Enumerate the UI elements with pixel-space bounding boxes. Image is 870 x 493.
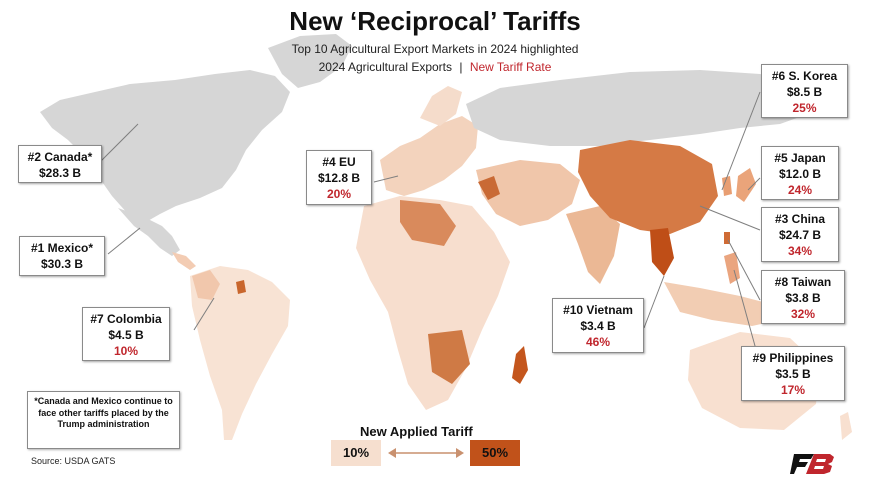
region-madagascar: [512, 346, 528, 384]
callout-exports: $3.4 B: [580, 319, 616, 333]
callout-rank: #7 Colombia: [90, 312, 162, 326]
callout-rate: 25%: [792, 101, 817, 115]
source-text: Source: USDA GATS: [31, 456, 116, 466]
callout-rate: 32%: [790, 307, 816, 321]
legend-high-swatch: 50%: [470, 440, 520, 466]
callout-exports: $3.8 B: [785, 291, 821, 305]
region-india: [566, 206, 620, 284]
region-china: [578, 140, 718, 234]
fb-logo-icon: [790, 454, 834, 474]
region-europe: [380, 116, 478, 196]
region-philippines: [724, 252, 740, 284]
subtitle-line-2: 2024 Agricultural Exports | New Tariff R…: [0, 60, 870, 74]
callout-rate: 10%: [113, 344, 139, 358]
callout-rate: 46%: [585, 335, 611, 349]
region-libya-algeria: [400, 200, 456, 246]
callout-rank: #5 Japan: [774, 151, 826, 165]
callout-china: #3 China $24.7 B 34%: [761, 207, 839, 262]
double-arrow-icon: [388, 448, 464, 458]
callout-rank: #10 Vietnam: [563, 303, 633, 317]
region-north-america: [40, 70, 290, 222]
region-greenland: [268, 34, 352, 88]
callout-rate: 20%: [326, 187, 352, 201]
callout-canada: #2 Canada* $28.3 B: [18, 145, 102, 183]
subtitle-rate-label: New Tariff Rate: [469, 60, 552, 74]
leader-lines: [99, 91, 761, 365]
region-colombia: [192, 270, 220, 300]
legend-title: New Applied Tariff: [360, 424, 473, 439]
subtitle-exports-label: 2024 Agricultural Exports: [318, 60, 452, 74]
callout-rank: #8 Taiwan: [774, 275, 832, 289]
page-title: New ‘Reciprocal’ Tariffs: [289, 6, 581, 36]
region-central-america: [172, 252, 196, 270]
callout-exports: $3.5 B: [775, 367, 811, 381]
subtitle-separator: |: [459, 60, 463, 74]
region-middle-east: [476, 160, 580, 226]
callout-rank: #2 Canada*: [27, 150, 93, 164]
callout-japan: #5 Japan $12.0 B 24%: [761, 146, 839, 200]
callout-exports: $24.7 B: [778, 228, 822, 242]
callout-rank: #3 China: [774, 212, 825, 226]
callout-rate: 24%: [787, 183, 813, 197]
callout-rate: 34%: [787, 244, 813, 258]
callout-rank: #4 EU: [322, 155, 356, 169]
region-japan: [736, 168, 756, 202]
subtitle-line-1: Top 10 Agricultural Export Markets in 20…: [291, 42, 579, 56]
region-south-america: [190, 266, 290, 440]
region-korea: [722, 176, 732, 196]
region-scandinavia: [420, 86, 462, 126]
callout-exports: $4.5 B: [108, 328, 144, 342]
callout-rank: #1 Mexico*: [30, 241, 94, 255]
region-africa: [356, 196, 510, 410]
legend-low-swatch: 10%: [331, 440, 381, 466]
callout-mexico: #1 Mexico* $30.3 B: [19, 236, 105, 276]
callout-vietnam: #10 Vietnam $3.4 B 46%: [552, 298, 644, 353]
callout-taiwan: #8 Taiwan $3.8 B 32%: [761, 270, 845, 324]
region-new-zealand: [840, 412, 852, 440]
region-russia: [466, 70, 820, 146]
region-vietnam: [650, 228, 674, 276]
callout-s-korea: #6 S. Korea $8.5 B 25%: [761, 64, 848, 118]
region-mexico: [118, 208, 180, 256]
callout-rank: #6 S. Korea: [771, 69, 838, 83]
footnote-box: *Canada and Mexico continue to face othe…: [27, 391, 180, 449]
region-southeast-asia: [664, 282, 790, 326]
region-southern-africa: [428, 330, 470, 384]
callout-exports: $30.3 B: [40, 257, 84, 271]
callout-colombia: #7 Colombia $4.5 B 10%: [82, 307, 170, 361]
callout-exports: $12.0 B: [778, 167, 822, 181]
callout-exports: $12.8 B: [317, 171, 361, 185]
region-syria-iraq: [478, 176, 500, 200]
callout-rate: 17%: [780, 383, 806, 397]
callout-exports: $28.3 B: [38, 166, 82, 180]
region-guyana: [236, 280, 246, 294]
callout-rank: #9 Philippines: [752, 351, 834, 365]
callout-philippines: #9 Philippines $3.5 B 17%: [741, 346, 845, 401]
callout-eu: #4 EU $12.8 B 20%: [306, 150, 372, 205]
callout-exports: $8.5 B: [786, 85, 823, 99]
